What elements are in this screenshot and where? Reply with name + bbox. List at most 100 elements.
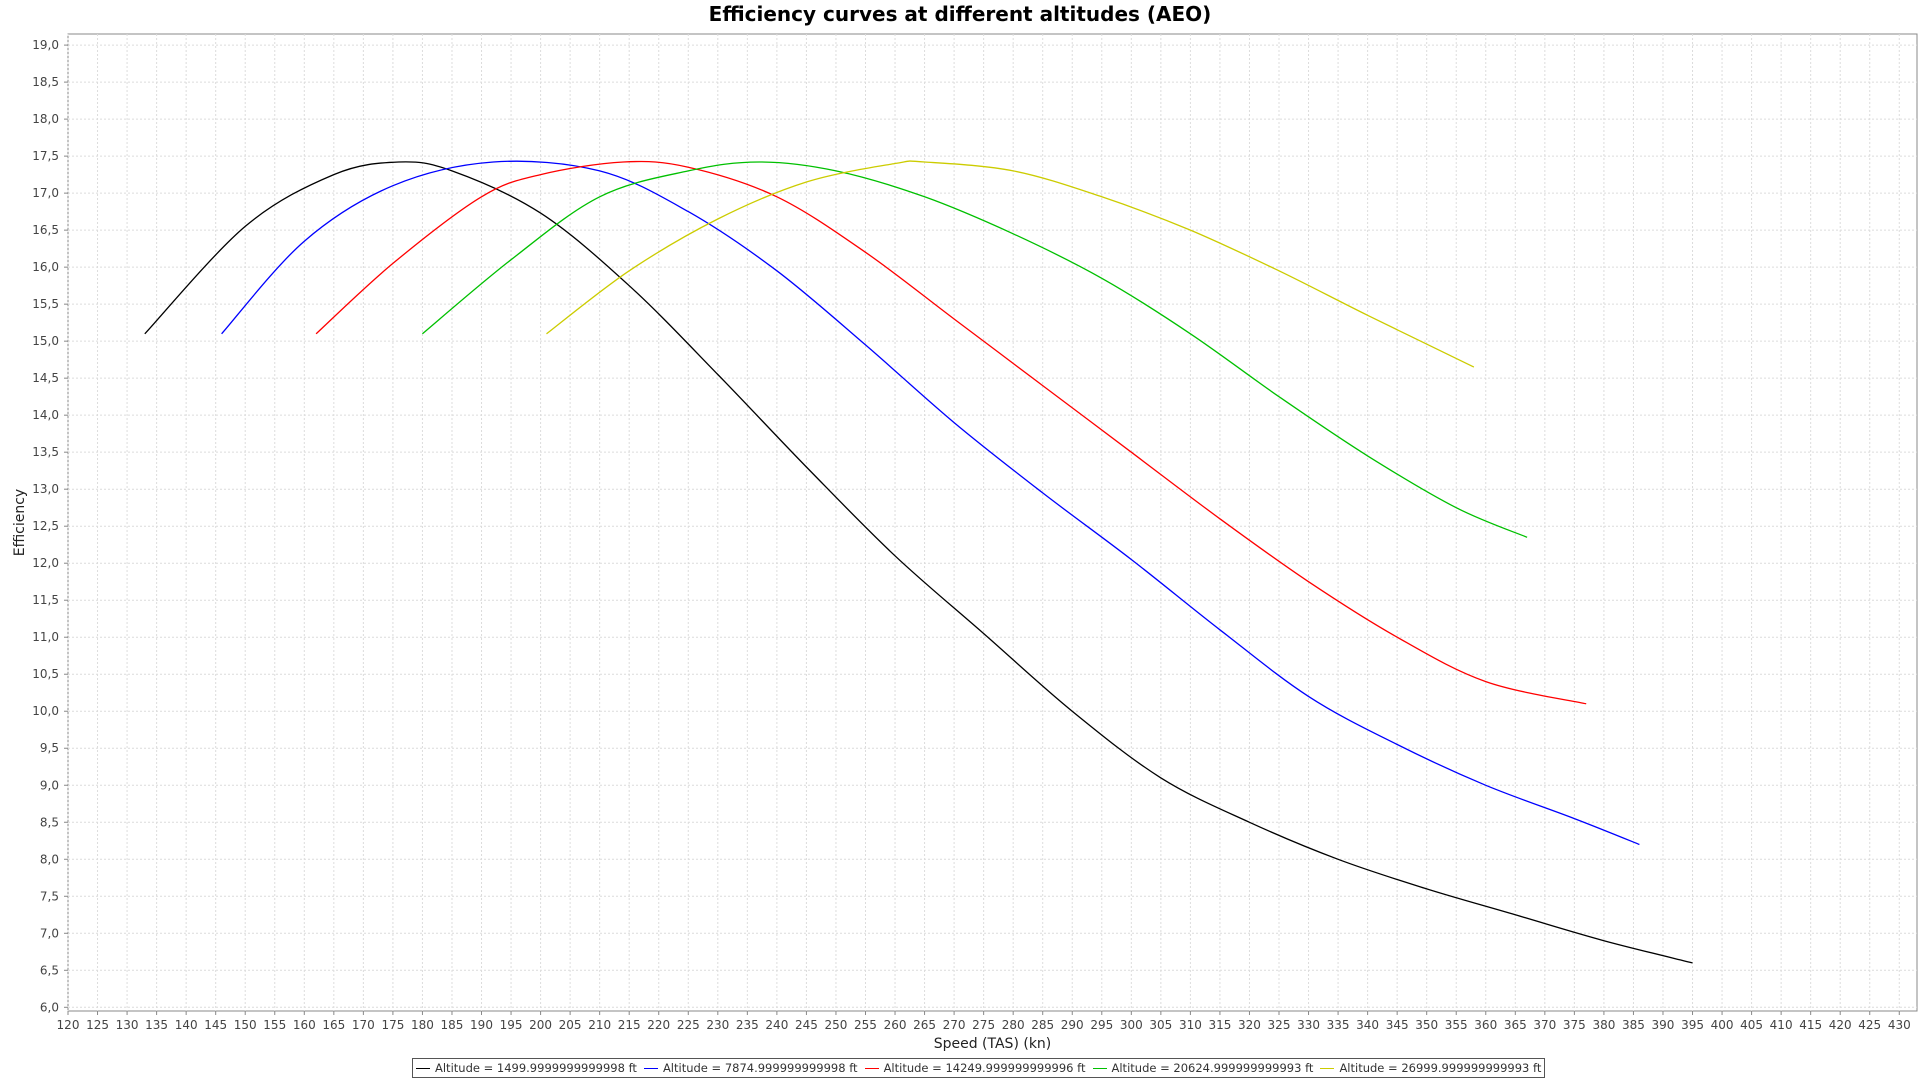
y-tick-label: 6,0	[40, 1000, 59, 1014]
y-tick-label: 16,0	[32, 260, 59, 274]
x-tick-label: 165	[322, 1018, 345, 1032]
x-axis-label: Speed (TAS) (kn)	[934, 1036, 1052, 1052]
x-tick-label: 190	[470, 1018, 493, 1032]
y-tick-label: 11,5	[32, 593, 59, 607]
series-line-5	[546, 160, 1475, 368]
x-tick-label: 365	[1504, 1018, 1527, 1032]
x-tick-label: 245	[795, 1018, 818, 1032]
x-tick-label: 350	[1415, 1018, 1438, 1032]
series-line-3	[315, 160, 1587, 705]
legend-label: Altitude = 14249.999999999996 ft	[883, 1061, 1086, 1075]
y-tick-label: 8,0	[40, 852, 59, 866]
x-tick-label: 175	[381, 1018, 404, 1032]
x-tick-label: 130	[116, 1018, 139, 1032]
y-tick-label: 15,0	[32, 334, 59, 348]
legend-label: Altitude = 1499.9999999999998 ft	[435, 1061, 637, 1075]
series-line-4	[421, 161, 1528, 538]
x-tick-label: 270	[943, 1018, 966, 1032]
x-tick-label: 155	[263, 1018, 286, 1032]
x-tick-label: 255	[854, 1018, 877, 1032]
x-tick-label: 230	[706, 1018, 729, 1032]
legend-item-1: Altitude = 1499.9999999999998 ft	[416, 1061, 637, 1075]
y-tick-label: 13,5	[32, 445, 59, 459]
x-tick-label: 275	[972, 1018, 995, 1032]
y-tick-label: 6,5	[40, 963, 59, 977]
y-tick-label: 12,5	[32, 519, 59, 533]
x-tick-label: 390	[1652, 1018, 1675, 1032]
legend-swatch	[643, 1067, 658, 1069]
legend: Altitude = 1499.9999999999998 ft Altitude…	[412, 1058, 1546, 1078]
x-tick-label: 135	[145, 1018, 168, 1032]
x-tick-label: 185	[441, 1018, 464, 1032]
x-tick-label: 395	[1681, 1018, 1704, 1032]
legend-label: Altitude = 20624.999999999993 ft	[1111, 1061, 1314, 1075]
y-tick-label: 8,5	[40, 815, 59, 829]
x-tick-label: 410	[1770, 1018, 1793, 1032]
x-tick-label: 290	[1061, 1018, 1084, 1032]
x-tick-label: 280	[1002, 1018, 1025, 1032]
x-tick-label: 260	[884, 1018, 907, 1032]
y-tick-label: 10,5	[32, 667, 59, 681]
y-tick-label: 14,5	[32, 371, 59, 385]
plot-area	[67, 33, 1918, 1012]
x-tick-label: 205	[559, 1018, 582, 1032]
x-tick-label: 140	[175, 1018, 198, 1032]
x-tick-label: 370	[1533, 1018, 1556, 1032]
legend-label: Altitude = 26999.999999999993 ft	[1339, 1061, 1542, 1075]
y-axis-ticks: 6,0 6,5 7,0 7,5 8,0 8,5 9,0 9,5 10,0 10,5 11,0 11,5…	[32, 38, 68, 1014]
legend-swatch	[1320, 1067, 1335, 1069]
legend-swatch	[864, 1067, 879, 1069]
x-tick-label: 225	[677, 1018, 700, 1032]
x-tick-label: 285	[1031, 1018, 1054, 1032]
y-tick-label: 14,0	[32, 408, 59, 422]
x-tick-label: 400	[1711, 1018, 1734, 1032]
y-axis-label: Efficiency	[12, 489, 28, 556]
legend-swatch	[1092, 1067, 1107, 1069]
x-tick-label: 220	[647, 1018, 670, 1032]
x-tick-label: 415	[1799, 1018, 1822, 1032]
y-tick-label: 18,5	[32, 75, 59, 89]
x-tick-label: 300	[1120, 1018, 1143, 1032]
x-tick-label: 345	[1386, 1018, 1409, 1032]
y-tick-label: 16,5	[32, 223, 59, 237]
legend-item-4: Altitude = 20624.999999999993 ft	[1092, 1061, 1314, 1075]
x-tick-label: 305	[1149, 1018, 1172, 1032]
y-tick-label: 18,0	[32, 112, 59, 126]
y-tick-label: 11,0	[32, 630, 59, 644]
x-tick-label: 215	[618, 1018, 641, 1032]
legend-item-2: Altitude = 7874.999999999998 ft	[643, 1061, 858, 1075]
y-tick-label: 17,0	[32, 186, 59, 200]
x-tick-label: 235	[736, 1018, 759, 1032]
x-tick-label: 310	[1179, 1018, 1202, 1032]
y-tick-label: 12,0	[32, 556, 59, 570]
x-tick-label: 320	[1238, 1018, 1261, 1032]
legend-label: Altitude = 7874.999999999998 ft	[662, 1061, 858, 1075]
y-tick-label: 9,5	[40, 741, 59, 755]
x-tick-label: 425	[1858, 1018, 1881, 1032]
series-line-2	[221, 160, 1640, 846]
x-tick-label: 180	[411, 1018, 434, 1032]
x-tick-label: 335	[1327, 1018, 1350, 1032]
x-tick-label: 430	[1888, 1018, 1911, 1032]
x-tick-label: 325	[1268, 1018, 1291, 1032]
x-tick-label: 160	[293, 1018, 316, 1032]
y-tick-label: 17,5	[32, 149, 59, 163]
y-tick-label: 7,0	[40, 926, 59, 940]
y-tick-label: 10,0	[32, 704, 59, 718]
y-tick-label: 9,0	[40, 778, 59, 792]
x-tick-label: 240	[765, 1018, 788, 1032]
y-tick-label: 15,5	[32, 297, 59, 311]
legend-swatch	[416, 1067, 430, 1069]
x-tick-label: 385	[1622, 1018, 1645, 1032]
x-tick-label: 200	[529, 1018, 552, 1032]
x-tick-label: 295	[1090, 1018, 1113, 1032]
legend-item-5: Altitude = 26999.999999999993 ft	[1320, 1061, 1541, 1075]
y-tick-label: 13,0	[32, 482, 59, 496]
x-tick-label: 250	[825, 1018, 848, 1032]
x-tick-label: 125	[86, 1018, 109, 1032]
y-tick-label: 19,0	[32, 38, 59, 52]
x-tick-label: 420	[1829, 1018, 1852, 1032]
x-tick-label: 120	[57, 1018, 80, 1032]
legend-item-3: Altitude = 14249.999999999996 ft	[864, 1061, 1086, 1075]
